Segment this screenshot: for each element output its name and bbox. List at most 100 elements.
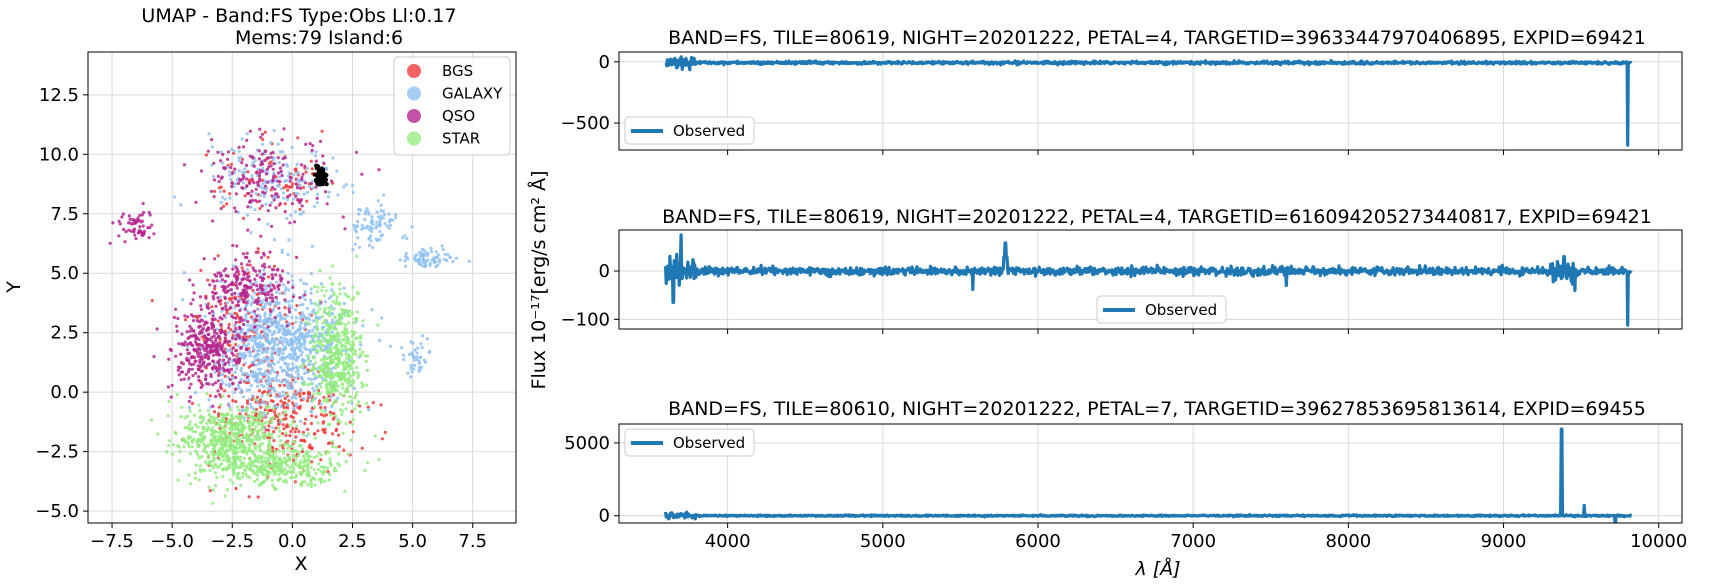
- scatter-point-galaxy: [305, 166, 309, 171]
- scatter-point-qso: [224, 308, 228, 312]
- scatter-point-galaxy: [240, 137, 244, 141]
- scatter-point-qso: [287, 310, 292, 314]
- scatter-point-galaxy: [266, 222, 270, 226]
- scatter-point-galaxy: [238, 351, 242, 355]
- scatter-point-bgs: [223, 374, 227, 378]
- scatter-point-star: [232, 448, 236, 452]
- scatter-point-qso: [248, 199, 253, 203]
- scatter-point-qso: [255, 273, 259, 277]
- scatter-point-galaxy: [279, 404, 284, 408]
- scatter-point-galaxy: [263, 180, 267, 184]
- scatter-point-qso: [215, 332, 219, 336]
- scatter-point-star: [304, 320, 308, 324]
- scatter-point-galaxy: [241, 395, 245, 399]
- scatter-point-bgs: [309, 421, 314, 426]
- scatter-point-qso: [208, 311, 212, 315]
- scatter-point-galaxy: [256, 307, 260, 311]
- scatter-point-star: [348, 362, 352, 366]
- scatter-point-qso: [269, 151, 273, 155]
- scatter-point-star: [245, 439, 249, 443]
- scatter-point-star: [299, 365, 303, 369]
- scatter-point-qso: [201, 327, 205, 331]
- scatter-point-galaxy: [261, 335, 265, 340]
- scatter-point-qso: [219, 383, 223, 387]
- scatter-point-bgs: [282, 427, 286, 431]
- scatter-point-qso: [261, 190, 265, 194]
- scatter-point-star: [196, 425, 200, 429]
- scatter-point-star: [344, 341, 348, 345]
- scatter-point-qso: [199, 169, 204, 173]
- scatter-point-star: [237, 415, 241, 419]
- scatter-point-qso: [264, 172, 268, 176]
- scatter-point-star: [333, 352, 337, 356]
- scatter-point-star: [356, 371, 360, 375]
- scatter-point-galaxy: [276, 184, 280, 188]
- scatter-point-qso: [242, 273, 246, 277]
- scatter-point-galaxy: [282, 394, 286, 398]
- scatter-point-qso: [259, 163, 263, 167]
- scatter-point-star: [309, 484, 313, 488]
- scatter-point-star: [281, 449, 285, 453]
- scatter-point-qso: [221, 307, 225, 311]
- scatter-point-galaxy: [371, 246, 375, 250]
- scatter-point-qso: [184, 372, 188, 376]
- scatter-point-star: [363, 468, 367, 473]
- scatter-point-galaxy: [368, 225, 372, 229]
- scatter-point-bgs: [283, 202, 287, 206]
- scatter-point-qso: [261, 288, 265, 292]
- scatter-point-star: [327, 324, 331, 329]
- scatter-point-galaxy: [314, 150, 318, 154]
- scatter-point-qso: [214, 339, 218, 343]
- scatter-point-star: [267, 453, 271, 457]
- scatter-point-star: [190, 445, 194, 449]
- scatter-point-qso: [291, 295, 295, 299]
- scatter-point-star: [355, 403, 359, 407]
- scatter-point-star: [300, 447, 305, 451]
- scatter-point-qso: [272, 198, 276, 202]
- scatter-point-galaxy: [236, 354, 240, 358]
- scatter-point-star: [332, 290, 336, 294]
- scatter-point-bgs: [267, 275, 271, 279]
- scatter-point-qso: [198, 359, 202, 363]
- scatter-point-qso: [182, 163, 186, 167]
- scatter-point-bgs: [284, 183, 288, 188]
- scatter-point-qso: [259, 284, 264, 288]
- scatter-point-star: [239, 462, 243, 466]
- scatter-point-bgs: [337, 433, 341, 437]
- scatter-point-qso: [211, 219, 215, 223]
- scatter-point-galaxy: [281, 369, 285, 373]
- scatter-point-qso: [227, 370, 232, 375]
- scatter-point-star: [291, 461, 296, 465]
- scatter-point-galaxy: [329, 394, 334, 399]
- scatter-point-star: [170, 452, 175, 456]
- scatter-point-qso: [242, 270, 247, 275]
- scatter-point-bgs: [222, 204, 226, 208]
- scatter-point-star: [182, 445, 186, 449]
- scatter-point-star: [231, 467, 235, 472]
- scatter-point-bgs: [301, 185, 305, 190]
- scatter-point-bgs: [320, 129, 324, 133]
- scatter-point-qso: [279, 277, 283, 281]
- scatter-point-star: [350, 399, 354, 403]
- scatter-point-galaxy: [254, 363, 258, 367]
- scatter-point-qso: [264, 298, 268, 302]
- spectrum-line-observed: [664, 55, 1633, 147]
- scatter-point-qso: [276, 179, 280, 183]
- scatter-point-qso: [203, 365, 207, 369]
- scatter-point-galaxy: [277, 392, 282, 396]
- scatter-point-galaxy: [262, 356, 266, 360]
- scatter-point-galaxy: [288, 332, 292, 336]
- umap-subtitle: Mems:79 Island:6: [235, 27, 403, 49]
- scatter-point-star: [331, 401, 336, 405]
- scatter-point-galaxy: [418, 254, 423, 258]
- scatter-point-star: [347, 384, 351, 388]
- scatter-point-galaxy: [370, 215, 374, 219]
- scatter-point-qso: [122, 227, 126, 231]
- scatter-point-galaxy: [267, 379, 271, 383]
- scatter-point-qso: [279, 169, 283, 173]
- scatter-point-star: [302, 363, 306, 367]
- scatter-point-galaxy: [301, 302, 305, 307]
- scatter-point-qso: [257, 291, 261, 295]
- scatter-point-qso: [261, 291, 265, 295]
